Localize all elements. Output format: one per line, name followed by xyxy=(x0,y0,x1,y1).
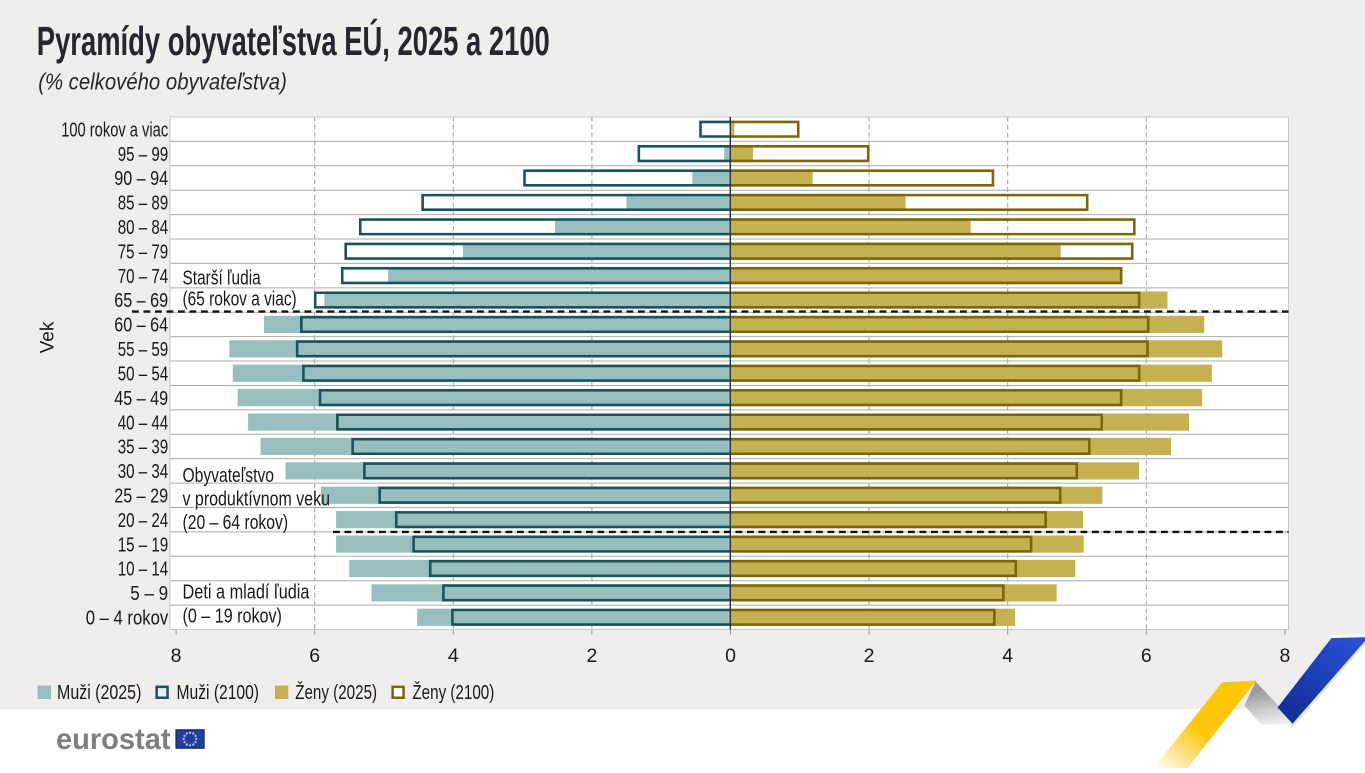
svg-text:Vek: Vek xyxy=(38,321,59,353)
svg-text:Starší ľudia: Starší ľudia xyxy=(183,268,262,290)
svg-text:100 rokov a viac: 100 rokov a viac xyxy=(61,119,168,141)
svg-text:5 – 9: 5 – 9 xyxy=(130,583,168,605)
svg-text:6: 6 xyxy=(309,645,320,667)
svg-text:15 – 19: 15 – 19 xyxy=(118,534,169,556)
svg-text:6: 6 xyxy=(1141,645,1152,667)
svg-text:75 – 79: 75 – 79 xyxy=(118,241,169,263)
svg-text:2: 2 xyxy=(864,645,875,667)
svg-text:4: 4 xyxy=(1002,645,1013,667)
svg-text:(0 – 19 rokov): (0 – 19 rokov) xyxy=(183,606,282,628)
svg-text:45 – 49: 45 – 49 xyxy=(114,388,168,410)
svg-text:80 – 84: 80 – 84 xyxy=(118,217,169,239)
svg-text:Muži (2025): Muži (2025) xyxy=(57,682,141,704)
svg-text:Obyvateľstvo: Obyvateľstvo xyxy=(183,465,275,487)
svg-text:90 – 94: 90 – 94 xyxy=(114,168,168,190)
svg-text:v produktívnom veku: v produktívnom veku xyxy=(183,488,331,510)
svg-text:85 – 89: 85 – 89 xyxy=(118,193,169,215)
svg-text:20 – 24: 20 – 24 xyxy=(118,510,169,532)
svg-text:Pyramídy obyvateľstva EÚ, 2025: Pyramídy obyvateľstva EÚ, 2025 a 2100 xyxy=(37,18,550,64)
svg-text:95 – 99: 95 – 99 xyxy=(118,144,169,166)
svg-text:(65 rokov a viac): (65 rokov a viac) xyxy=(183,289,297,311)
svg-text:Deti a mladí ľudia: Deti a mladí ľudia xyxy=(183,582,311,604)
svg-text:(% celkového obyvateľstva): (% celkového obyvateľstva) xyxy=(38,69,287,95)
svg-text:4: 4 xyxy=(448,645,459,667)
svg-text:Ženy (2025): Ženy (2025) xyxy=(295,681,377,704)
svg-text:25 – 29: 25 – 29 xyxy=(114,485,168,507)
svg-text:60 – 64: 60 – 64 xyxy=(114,315,168,337)
svg-text:(20 – 64 rokov): (20 – 64 rokov) xyxy=(183,512,289,534)
svg-text:0: 0 xyxy=(725,645,736,667)
svg-text:8: 8 xyxy=(171,645,182,667)
svg-text:70 – 74: 70 – 74 xyxy=(118,266,169,288)
svg-text:8: 8 xyxy=(1279,645,1290,667)
svg-text:65 – 69: 65 – 69 xyxy=(114,290,168,312)
svg-text:0 – 4 rokov: 0 – 4 rokov xyxy=(86,608,169,630)
svg-text:55 – 59: 55 – 59 xyxy=(118,339,169,361)
svg-text:Muži (2100): Muži (2100) xyxy=(177,682,260,704)
svg-text:Ženy (2100): Ženy (2100) xyxy=(412,681,494,704)
svg-text:40 – 44: 40 – 44 xyxy=(118,412,169,434)
svg-text:35 – 39: 35 – 39 xyxy=(118,437,169,459)
svg-text:50 – 54: 50 – 54 xyxy=(118,363,169,385)
svg-text:2: 2 xyxy=(586,645,597,667)
svg-text:30 – 34: 30 – 34 xyxy=(118,461,169,483)
svg-text:10 – 14: 10 – 14 xyxy=(118,559,169,581)
svg-text:eurostat: eurostat xyxy=(56,723,171,756)
